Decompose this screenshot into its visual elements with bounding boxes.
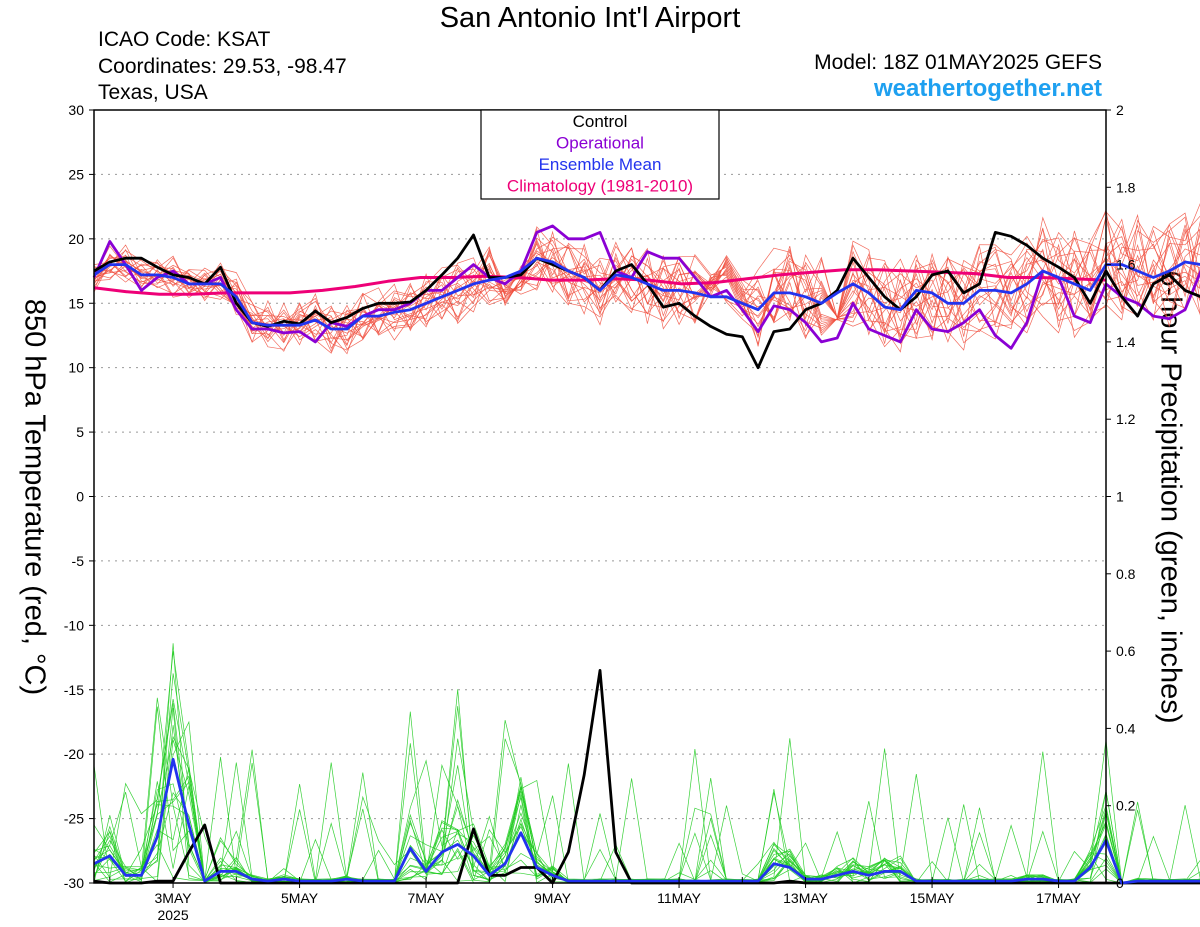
y2-tick-label: 1.6 (1116, 257, 1136, 273)
y-tick-label: -15 (64, 682, 84, 698)
precip-member-line (93, 738, 1200, 884)
y-tick-label: -20 (64, 746, 84, 762)
y-axis-ticks: 30 25 20 15 10 5 0 -5 -10 -15 -20 -25 -30 (64, 102, 94, 891)
y2-tick-label: 1.8 (1116, 179, 1136, 195)
y2-tick-label: 1.2 (1116, 411, 1136, 427)
y2-tick-label: 2 (1116, 102, 1124, 118)
region: Texas, USA (98, 81, 208, 104)
y-tick-label: -25 (64, 811, 84, 827)
y2-tick-label: 1.4 (1116, 334, 1136, 350)
y-tick-label: 0 (76, 489, 84, 505)
legend-box (480, 109, 720, 200)
legend-entry: Climatology (1981-2010) (507, 177, 693, 196)
precip-member-line (93, 699, 1200, 884)
x-tick-label: 15MAY (910, 890, 956, 906)
y2-tick-label: 0.8 (1116, 566, 1136, 582)
y-tick-label: 30 (68, 102, 84, 118)
y2-tick-label: 0.4 (1116, 720, 1136, 736)
precip-member-line (93, 783, 1200, 884)
site-link[interactable]: weathertogether.net (873, 75, 1102, 102)
y-tick-label: -5 (72, 553, 85, 569)
y-tick-label: -10 (64, 617, 84, 633)
legend-entry: Operational (556, 134, 644, 153)
precip-member-line (93, 643, 1200, 884)
temp-member-line (93, 228, 1200, 344)
ensemble-members (93, 203, 1200, 885)
ensemble-mean-precip-line (93, 757, 1200, 885)
precip-member-line (93, 706, 1200, 885)
y-tick-label: 20 (68, 231, 84, 247)
coordinates: Coordinates: 29.53, -98.47 (98, 55, 347, 78)
x-tick-label: 3MAY (155, 890, 193, 906)
y2-axis-ticks: 2 1.8 1.6 1.4 1.2 1 0.8 0.6 0.4 0.2 0 (1106, 102, 1136, 891)
y2-tick-label: 0 (1116, 875, 1124, 891)
precip-member-line (93, 707, 1200, 884)
x-tick-label: 9MAY (534, 890, 572, 906)
climatology-temp-line (93, 268, 1107, 296)
precip-member-line (93, 738, 1200, 884)
y-tick-label: 10 (68, 360, 84, 376)
legend-entry: Ensemble Mean (539, 155, 662, 174)
temp-member-line (93, 242, 1200, 346)
precip-member-line (93, 697, 1200, 884)
x-tick-label: 17MAY (1036, 890, 1082, 906)
x-tick-year: 2025 (157, 907, 188, 923)
precip-member-line (93, 735, 1200, 884)
y-tick-label: 5 (76, 424, 84, 440)
precip-member-line (93, 651, 1200, 884)
y2-tick-label: 0.2 (1116, 798, 1136, 814)
temp-member-line (93, 224, 1200, 351)
precip-member-line (93, 711, 1200, 884)
precip-member-line (93, 689, 1200, 884)
chart-title: San Antonio Int'l Airport (439, 2, 741, 34)
y2-tick-label: 1 (1116, 489, 1124, 505)
control-temp-line (93, 230, 1200, 370)
y2-tick-label: 0.6 (1116, 643, 1136, 659)
ensemble-mean-temp-line (93, 256, 1200, 331)
x-tick-label: 11MAY (657, 890, 701, 906)
precip-member-line (93, 739, 1200, 884)
operational-temp-line (92, 224, 1200, 350)
x-tick-label: 13MAY (783, 890, 829, 906)
icao-code: ICAO Code: KSAT (98, 28, 271, 51)
y-tick-label: -30 (64, 875, 84, 891)
x-tick-label: 7MAY (408, 890, 446, 906)
x-tick-label: 5MAY (281, 890, 319, 906)
grid-lines (94, 173, 1106, 820)
temp-member-line (93, 219, 1200, 351)
precip-member-line (93, 703, 1200, 884)
temp-member-line (93, 220, 1200, 343)
precip-member-line (93, 673, 1200, 884)
series-lines (92, 224, 1200, 885)
legend: Control Operational Ensemble Mean Climatolo… (480, 109, 720, 200)
y-tick-label: 25 (68, 166, 84, 182)
control-precip-line (93, 669, 1200, 885)
model-run: Model: 18Z 01MAY2025 GEFS (814, 51, 1102, 74)
temp-member-line (93, 218, 1200, 347)
legend-entry: Control (573, 112, 628, 131)
y-tick-label: 15 (68, 295, 84, 311)
temp-member-line (93, 211, 1200, 352)
